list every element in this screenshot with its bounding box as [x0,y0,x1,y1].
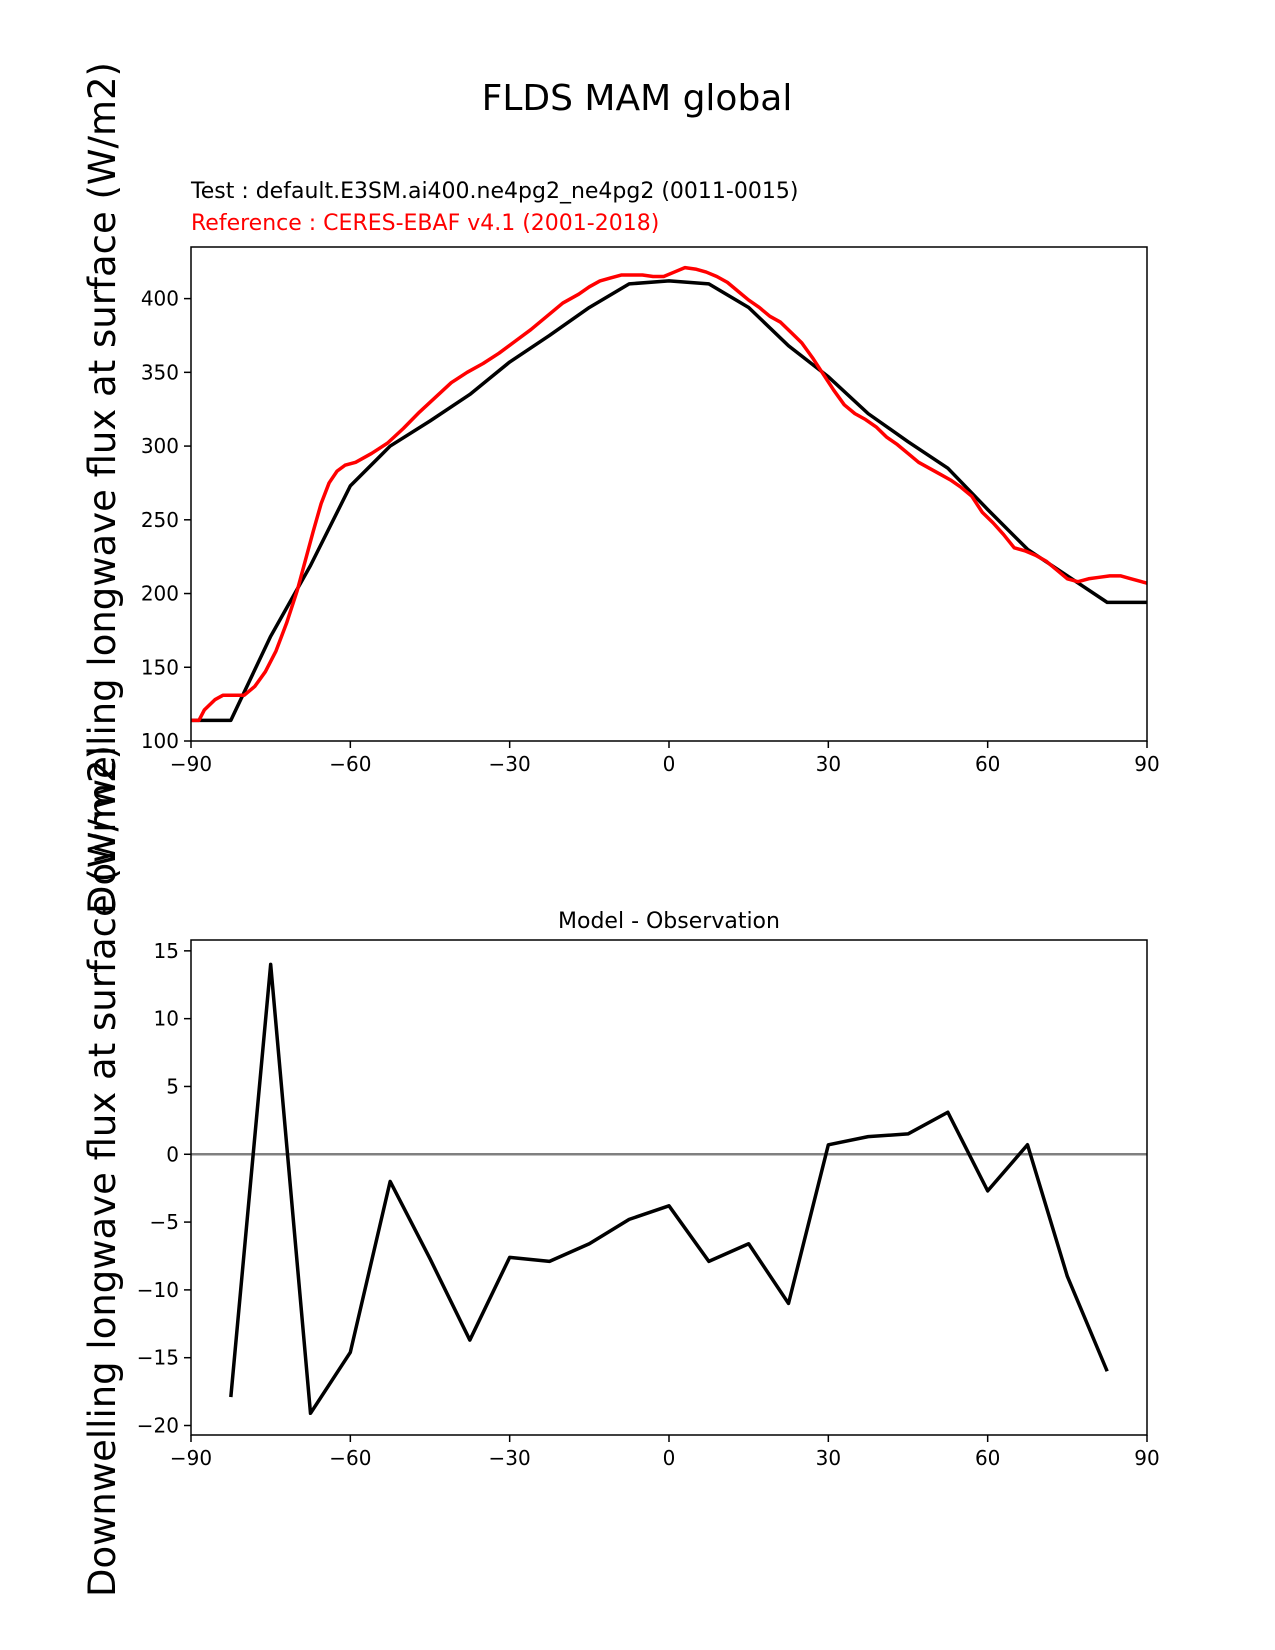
y-tick-label: 100 [141,729,179,753]
x-tick-label: 90 [1134,752,1159,776]
plot-data-layer [191,265,1147,723]
x-tick-label: 60 [975,1446,1000,1470]
plot-frame [190,939,1148,1436]
plot-frame [190,246,1148,742]
y-tick-label: −20 [137,1414,179,1438]
x-tick-label: 30 [816,1446,841,1470]
bottom-panel-plot-area: −90 −60 −30 0 30 60 90 −20 −15 −10 −5 0 5 10 15 [137,939,1160,1470]
x-tick-label: 30 [816,752,841,776]
x-tick-label: 0 [663,1446,676,1470]
y-tick-label: −15 [137,1346,179,1370]
x-tick-label: −90 [170,1446,212,1470]
x-tick-label: −30 [489,752,531,776]
difference-panel-title: Model - Observation [558,909,780,934]
y-tick-label: 5 [166,1074,179,1098]
top-panel-plot-area: −90 −60 −30 0 30 60 90 100 150 200 250 300 350 400 [141,246,1160,776]
y-tick-label: 15 [154,939,179,963]
x-tick-label: −90 [170,752,212,776]
y-tick-label: 400 [141,287,179,311]
y-tick-label: 300 [141,434,179,458]
y-tick-label: 10 [154,1007,179,1031]
x-tick-label: 60 [975,752,1000,776]
series-line-reference [191,265,1147,723]
x-tick-label: −60 [329,752,371,776]
series-line-test [191,279,1147,723]
y-tick-label: −5 [150,1210,179,1234]
y-tick-label: 200 [141,582,179,606]
y-tick-label: 350 [141,360,179,384]
y-tick-label: 0 [166,1142,179,1166]
y-tick-label: 150 [141,655,179,679]
test-caption: Test : default.E3SM.ai400.ne4pg2_ne4pg2 … [190,179,798,204]
figure-title: FLDS MAM global [482,78,793,119]
reference-caption: Reference : CERES-EBAF v4.1 (2001-2018) [191,211,659,236]
bottom-panel-ylabel: Downwelling longwave flux at surface (W/… [81,745,124,1597]
plot-data-layer [191,962,1147,1416]
x-tick-label: 90 [1134,1446,1159,1470]
x-tick-label: −30 [489,1446,531,1470]
y-tick-label: 250 [141,508,179,532]
series-line-difference [229,962,1109,1416]
y-tick-label: −10 [137,1278,179,1302]
top-panel-ylabel: Downwelling longwave flux at surface (W/… [81,62,124,914]
x-tick-label: 0 [663,752,676,776]
x-tick-label: −60 [329,1446,371,1470]
